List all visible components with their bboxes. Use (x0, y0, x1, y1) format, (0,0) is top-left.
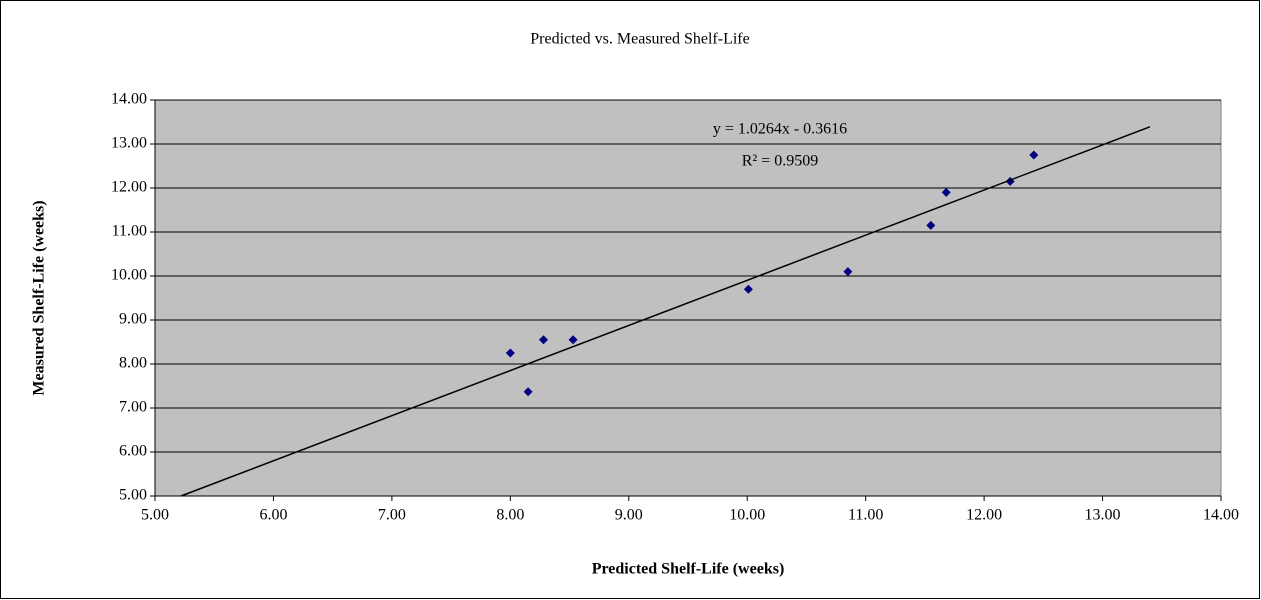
y-tick-label: 13.00 (111, 135, 147, 152)
x-tick-label: 14.00 (1203, 507, 1239, 524)
chart-title: Predicted vs. Measured Shelf-Life (530, 31, 749, 48)
data-point (926, 220, 936, 230)
y-tick-label: 5.00 (119, 487, 147, 504)
y-tick-label: 10.00 (111, 267, 147, 284)
data-point (843, 267, 853, 277)
trendline-equation: y = 1.0264x - 0.3616 (713, 121, 847, 138)
x-axis-label: Predicted Shelf-Life (weeks) (592, 561, 785, 578)
y-tick-label: 9.00 (119, 311, 147, 328)
x-tick-label: 12.00 (966, 507, 1002, 524)
r-squared: R² = 0.9509 (742, 153, 819, 170)
data-point (505, 348, 515, 358)
x-tick-label: 13.00 (1085, 507, 1121, 524)
y-tick-label: 14.00 (111, 91, 147, 108)
data-point (941, 187, 951, 197)
data-point (523, 387, 533, 397)
x-tick-label: 11.00 (848, 507, 883, 524)
y-tick-label: 8.00 (119, 355, 147, 372)
data-point (1029, 150, 1039, 160)
x-tick-label: 6.00 (259, 507, 287, 524)
data-point (568, 335, 578, 345)
trendline (180, 126, 1151, 497)
plot-area (154, 99, 1222, 497)
x-tick-label: 7.00 (378, 507, 406, 524)
x-tick-label: 9.00 (615, 507, 643, 524)
x-tick-label: 8.00 (496, 507, 524, 524)
x-tick-label: 10.00 (729, 507, 765, 524)
data-point (538, 335, 548, 345)
y-tick-label: 7.00 (119, 399, 147, 416)
y-tick-label: 11.00 (112, 223, 147, 240)
data-point (743, 284, 753, 294)
y-tick-label: 6.00 (119, 443, 147, 460)
x-tick-label: 5.00 (141, 507, 169, 524)
y-tick-label: 12.00 (111, 179, 147, 196)
y-axis-label: Measured Shelf-Life (weeks) (31, 200, 48, 395)
